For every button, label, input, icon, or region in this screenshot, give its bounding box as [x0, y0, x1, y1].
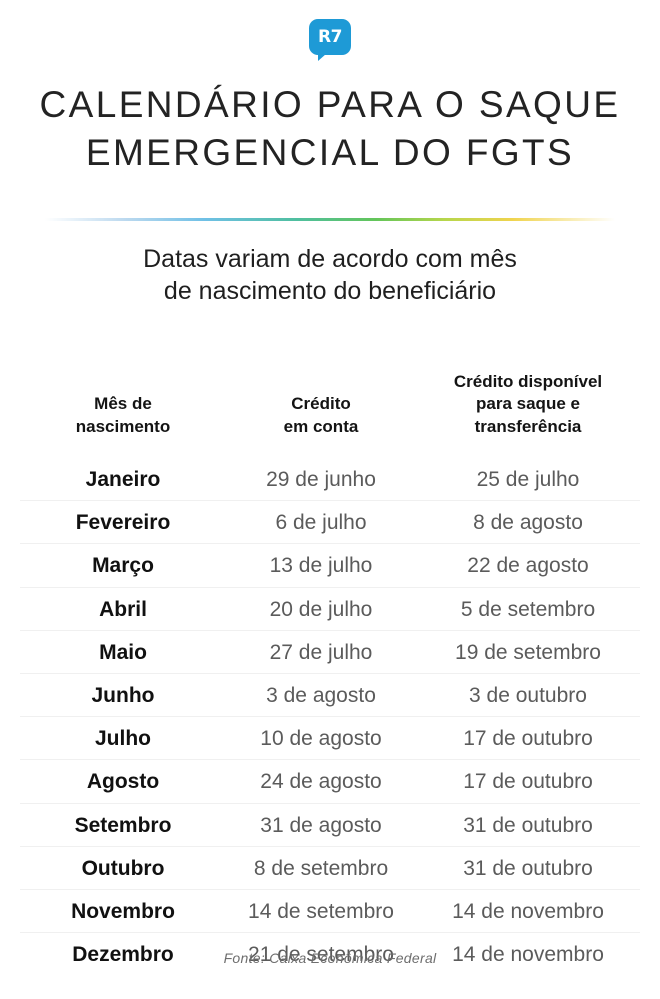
cell-date: 24 de agosto: [226, 759, 416, 804]
cell-month: Julho: [20, 716, 226, 760]
cell-date: 31 de outubro: [416, 845, 640, 890]
cell-date: 31 de agosto: [226, 802, 416, 847]
cell-date: 22 de agosto: [416, 543, 640, 588]
cell-date: 6 de julho: [226, 500, 416, 544]
cell-date: 17 de outubro: [416, 759, 640, 804]
cell-date: 14 de setembro: [226, 888, 416, 933]
table-row: Novembro 14 de setembro 14 de novembro: [20, 888, 640, 933]
cell-month: Agosto: [20, 759, 226, 804]
table-body: Janeiro 29 de junho 25 de julho Fevereiro 6 …: [20, 458, 640, 976]
cell-month: Junho: [20, 672, 226, 717]
column-header-credit-withdraw: Crédito disponível para saque e transfer…: [453, 371, 603, 436]
cell-date: 10 de agosto: [226, 716, 416, 760]
cell-month: Setembro: [20, 802, 226, 847]
brand-logo[interactable]: R7: [309, 19, 351, 61]
table-row: Julho 10 de agosto 17 de outubro: [20, 716, 640, 760]
cell-date: 21 de setembro: [226, 932, 416, 976]
cell-month: Dezembro: [20, 932, 226, 976]
cell-date: 3 de agosto: [226, 672, 416, 717]
logo-text: R7: [318, 26, 342, 47]
gradient-divider: [45, 217, 615, 221]
table-row: Fevereiro 6 de julho 8 de agosto: [20, 500, 640, 544]
cell-month: Novembro: [20, 888, 226, 933]
column-header-month: Mês de nascimento: [75, 394, 171, 436]
cell-date: 25 de julho: [476, 468, 580, 492]
cell-month: Janeiro: [85, 468, 161, 492]
cell-date: 8 de setembro: [226, 845, 416, 890]
cell-date: 20 de julho: [226, 586, 416, 631]
cell-date: 19 de setembro: [416, 629, 640, 674]
table-header-row: Mês de nascimento Crédito em conta Crédi…: [20, 371, 640, 458]
page-title: CALENDÁRIO PARA O SAQUE EMERGENCIAL DO F…: [39, 84, 621, 174]
table-row: Agosto 24 de agosto 17 de outubro: [20, 759, 640, 804]
table-row: Setembro 31 de agosto 31 de outubro: [20, 802, 640, 847]
cell-date: 17 de outubro: [416, 716, 640, 760]
table-row: Dezembro 21 de setembro 14 de novembro: [20, 932, 640, 976]
table-row: Abril 20 de julho 5 de setembro: [20, 586, 640, 631]
table-row: Janeiro 29 de junho 25 de julho: [20, 458, 640, 501]
cell-month: Abril: [20, 586, 226, 631]
cell-month: Maio: [20, 629, 226, 674]
cell-month: Outubro: [20, 845, 226, 890]
r7-speech-bubble-logo-icon: R7: [309, 19, 351, 61]
cell-date: 31 de outubro: [416, 802, 640, 847]
cell-date: 27 de julho: [226, 629, 416, 674]
cell-date: 5 de setembro: [416, 586, 640, 631]
table-row: Outubro 8 de setembro 31 de outubro: [20, 845, 640, 890]
cell-date: 29 de junho: [266, 468, 376, 492]
table-row: Junho 3 de agosto 3 de outubro: [20, 672, 640, 717]
cell-date: 13 de julho: [226, 543, 416, 588]
fgts-calendar-table: Mês de nascimento Crédito em conta Crédi…: [20, 371, 640, 976]
column-header-credit-account: Crédito em conta: [283, 394, 359, 436]
cell-month: Março: [20, 543, 226, 588]
cell-date: 3 de outubro: [416, 672, 640, 717]
page-subtitle: Datas variam de acordo com mês de nascim…: [143, 244, 517, 306]
table-row: Maio 27 de julho 19 de setembro: [20, 629, 640, 674]
cell-date: 14 de novembro: [416, 932, 640, 976]
cell-date: 14 de novembro: [416, 888, 640, 933]
cell-month: Fevereiro: [20, 500, 226, 544]
source-note: Fonte: Caixa Econômica Federal: [223, 950, 437, 966]
cell-date: 8 de agosto: [416, 500, 640, 544]
table-row: Março 13 de julho 22 de agosto: [20, 543, 640, 588]
table-header: Mês de nascimento Crédito em conta Crédi…: [20, 371, 640, 458]
